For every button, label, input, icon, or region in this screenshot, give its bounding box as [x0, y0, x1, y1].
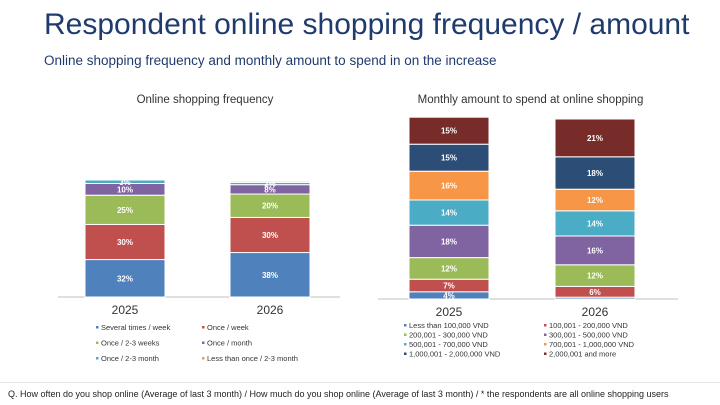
amount-chart-svg: 4%7% 12% 18% 14% 16% 15% 15% 2025 6% 12% 16% 14% 12%…	[378, 116, 678, 359]
legend-swatch	[404, 352, 407, 355]
x-tick-label: 2025	[112, 303, 139, 317]
legend-label: Several times / week	[101, 323, 170, 332]
data-label: 25%	[117, 206, 133, 215]
legend-label: 200,001 - 300,000 VND	[409, 331, 488, 340]
legend-label: 1,000,001 - 2,000,000 VND	[409, 350, 501, 359]
legend-label: 700,001 - 1,000,000 VND	[549, 340, 635, 349]
x-tick-label: 2025	[436, 305, 463, 319]
data-label: 15%	[441, 127, 457, 136]
bar-segment	[554, 235, 636, 266]
legend-label: 500,001 - 700,000 VND	[409, 340, 488, 349]
legend-swatch	[544, 352, 547, 355]
footer-divider	[0, 382, 720, 383]
data-label: 14%	[587, 219, 603, 228]
legend-swatch	[96, 326, 99, 329]
data-label: 21%	[587, 134, 603, 143]
legend-swatch	[404, 333, 407, 336]
data-label: 12%	[587, 272, 603, 281]
frequency-chart: Online shopping frequency 32% 30% 25% 10% 3%…	[40, 88, 370, 373]
legend-label: Less than 100,000 VND	[409, 321, 489, 330]
amount-chart: Monthly amount to spend at online shoppi…	[378, 88, 683, 373]
data-label: 6%	[589, 288, 601, 297]
frequency-chart-title: Online shopping frequency	[136, 94, 274, 106]
data-label: 8%	[264, 185, 276, 194]
legend-swatch	[404, 343, 407, 346]
data-label: 2%	[264, 180, 276, 189]
legend-swatch	[202, 341, 205, 344]
data-label: 3%	[119, 178, 131, 187]
data-label: 18%	[587, 169, 603, 178]
data-label: 30%	[117, 238, 133, 247]
footnote: Q. How often do you shop online (Average…	[8, 389, 669, 399]
data-label: 15%	[441, 154, 457, 163]
data-label: 38%	[262, 271, 278, 280]
legend-label: 100,001 - 200,000 VND	[549, 321, 628, 330]
legend-label: Once / month	[207, 339, 252, 348]
x-tick-label: 2026	[582, 305, 609, 319]
legend-swatch	[96, 341, 99, 344]
bar-segment	[554, 118, 636, 158]
bar-segment	[84, 223, 166, 261]
bar-segment	[84, 179, 166, 185]
legend-swatch	[544, 324, 547, 327]
legend-swatch	[96, 357, 99, 360]
legend-label: Once / 2-3 weeks	[101, 339, 160, 348]
data-label: 16%	[587, 246, 603, 255]
frequency-chart-svg: 32% 30% 25% 10%3% 2025 38% 30% 20% 8%2% 2026 Sever…	[58, 178, 340, 363]
data-label: 12%	[441, 264, 457, 273]
legend-swatch	[544, 333, 547, 336]
legend-swatch	[202, 326, 205, 329]
page-title: Respondent online shopping frequency / a…	[44, 8, 690, 41]
legend-label: Once / 2-3 month	[101, 354, 159, 363]
bar-segment	[408, 116, 490, 145]
data-label: 10%	[117, 185, 133, 194]
legend-label: 2,000,001 and more	[549, 350, 616, 359]
data-label: 14%	[441, 209, 457, 218]
data-label: 4%	[443, 291, 455, 300]
bar-segment	[84, 259, 166, 298]
legend-label: Less than once / 2-3 month	[207, 354, 298, 363]
data-label: 20%	[262, 202, 278, 211]
bar-segment	[229, 180, 311, 183]
legend-swatch	[202, 357, 205, 360]
page-subtitle: Online shopping frequency and monthly am…	[44, 53, 497, 68]
bar-segment	[554, 210, 636, 237]
bar-segment	[229, 252, 311, 298]
amount-chart-title: Monthly amount to spend at online shoppi…	[417, 94, 644, 106]
bar-segment	[229, 216, 311, 254]
legend-swatch	[544, 343, 547, 346]
data-label: 12%	[587, 196, 603, 205]
legend-label: Once / week	[207, 323, 249, 332]
bar-segment	[408, 224, 490, 259]
data-label: 18%	[441, 237, 457, 246]
x-tick-label: 2026	[257, 303, 284, 317]
legend-swatch	[404, 324, 407, 327]
data-label: 32%	[117, 274, 133, 283]
bar-segment	[408, 170, 490, 201]
legend-label: 300,001 - 500,000 VND	[549, 331, 628, 340]
data-label: 30%	[262, 231, 278, 240]
bar-segment	[408, 143, 490, 172]
data-label: 16%	[441, 182, 457, 191]
bar-segment	[84, 194, 166, 225]
data-label: 7%	[443, 282, 455, 291]
